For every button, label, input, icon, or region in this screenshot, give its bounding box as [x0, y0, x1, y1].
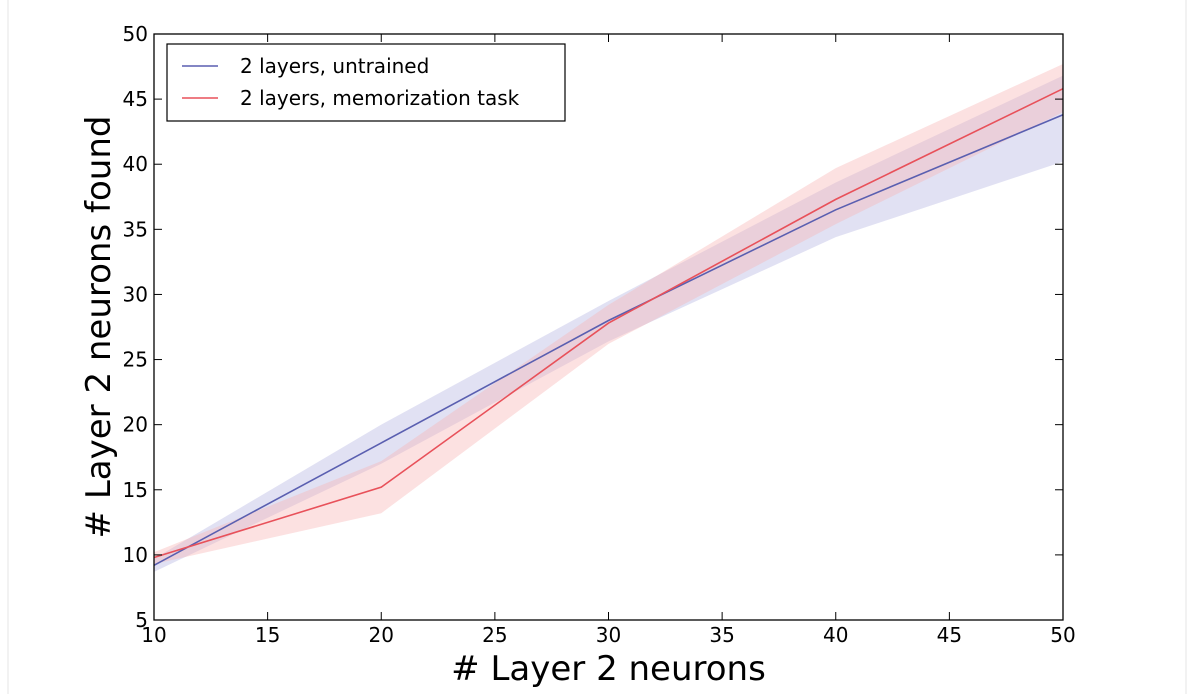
y-tick-label: 15	[123, 478, 148, 502]
legend: 2 layers, untrained 2 layers, memorizati…	[166, 43, 566, 122]
x-tick-label: 35	[709, 623, 734, 647]
line-series-1	[153, 87, 1064, 559]
confidence-bands	[154, 63, 1063, 572]
x-tick-label: 20	[369, 623, 394, 647]
series-lines	[153, 87, 1064, 567]
legend-box	[166, 43, 566, 122]
y-tick-label: 30	[123, 282, 148, 306]
x-tick-label: 15	[255, 623, 280, 647]
y-tick-label: 45	[123, 87, 148, 111]
x-tick-label: 40	[823, 623, 848, 647]
y-tick-label: 10	[123, 543, 148, 567]
x-axis-title: # Layer 2 neurons	[451, 649, 766, 689]
line-series-0	[153, 113, 1064, 567]
y-tick-label: 50	[123, 22, 148, 46]
axis-ticks	[153, 33, 1064, 621]
y-tick-label: 35	[123, 217, 148, 241]
y-tick-label: 40	[123, 152, 148, 176]
y-tick-label: 20	[123, 413, 148, 437]
band-series-1	[154, 63, 1063, 565]
y-tick-label: 25	[123, 348, 148, 372]
y-tick-label: 5	[135, 608, 148, 632]
x-tick-label: 45	[937, 623, 962, 647]
x-tick-label: 50	[1050, 623, 1075, 647]
x-tick-label: 30	[596, 623, 621, 647]
legend-label-memorization: 2 layers, memorization task	[240, 86, 520, 110]
legend-label-untrained: 2 layers, untrained	[240, 54, 429, 78]
y-axis-title: # Layer 2 neurons found	[79, 116, 119, 539]
x-tick-label: 10	[141, 623, 166, 647]
x-tick-label: 25	[482, 623, 507, 647]
